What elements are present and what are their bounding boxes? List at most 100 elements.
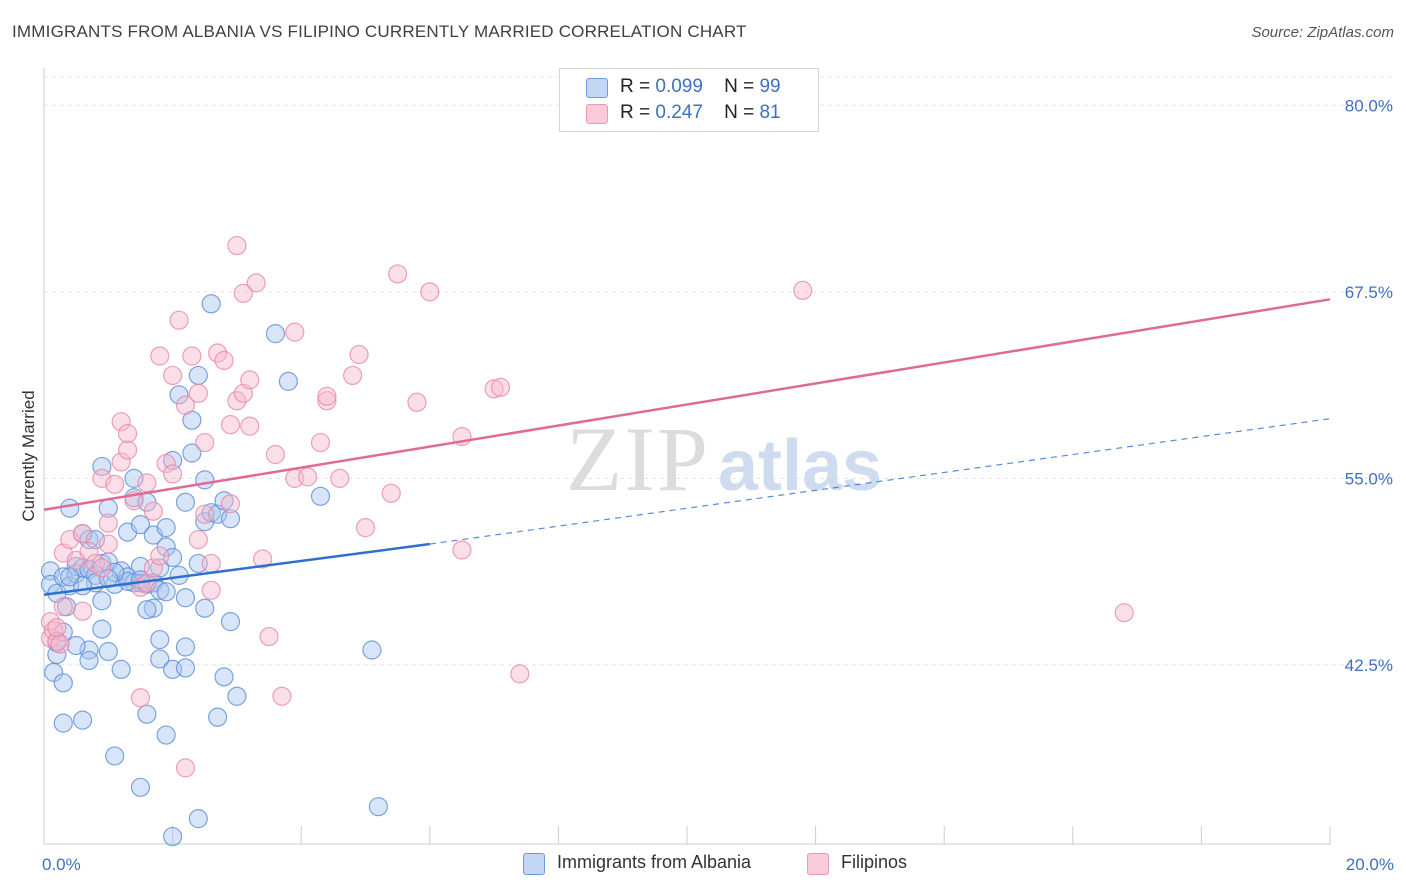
albania-point-67 bbox=[53, 713, 73, 733]
albania-point-34 bbox=[143, 598, 163, 618]
x-tick-label-min: 0.0% bbox=[42, 855, 81, 874]
albania-point-63 bbox=[265, 324, 286, 344]
albania-point-72 bbox=[111, 659, 131, 680]
legend-n-value-1: 99 bbox=[759, 76, 781, 97]
filipino-point-53 bbox=[272, 686, 292, 706]
filipino-point-28 bbox=[150, 346, 170, 366]
filipino-point-60 bbox=[330, 468, 350, 488]
albania-point-98 bbox=[60, 567, 80, 587]
trend-lines bbox=[43, 298, 1331, 597]
filipino-point-48 bbox=[246, 273, 266, 293]
filipino-point-73 bbox=[793, 280, 813, 300]
y-axis-label: Currently Married bbox=[19, 390, 38, 521]
filipino-point-20 bbox=[117, 424, 138, 444]
filipino-point-27 bbox=[150, 546, 170, 566]
bottom-legend-swatch-filipino bbox=[807, 853, 829, 875]
filipino-point-59 bbox=[317, 386, 337, 406]
y-tick-label-1: 55.0% bbox=[1345, 469, 1393, 488]
albania-trend-solid bbox=[43, 542, 430, 597]
albania-point-48 bbox=[182, 443, 202, 463]
albania-point-60 bbox=[220, 612, 241, 632]
legend-n-value-2: 81 bbox=[759, 102, 781, 123]
y-tick-label-3: 80.0% bbox=[1345, 96, 1393, 115]
albania-point-37 bbox=[137, 600, 157, 620]
albania-point-53 bbox=[201, 503, 221, 523]
filipino-point-58 bbox=[317, 391, 337, 411]
watermark-zip: ZIP bbox=[566, 408, 710, 510]
albania-point-50 bbox=[188, 365, 208, 386]
albania-point-78 bbox=[137, 704, 157, 724]
filipino-point-9 bbox=[72, 523, 93, 544]
albania-point-68 bbox=[92, 619, 112, 639]
filipino-point-65 bbox=[388, 264, 408, 284]
albania-point-95 bbox=[156, 582, 176, 602]
filipino-point-76 bbox=[175, 758, 196, 778]
filipino-point-62 bbox=[349, 344, 369, 365]
filipino-point-38 bbox=[195, 504, 215, 524]
filipino-point-42 bbox=[220, 494, 241, 514]
albania-point-3 bbox=[44, 662, 64, 682]
filipino-point-49 bbox=[233, 283, 253, 303]
albania-point-66 bbox=[72, 710, 93, 730]
filipino-point-51 bbox=[259, 626, 279, 647]
filipino-point-32 bbox=[169, 310, 189, 330]
legend-r-label-1: R = bbox=[620, 76, 651, 97]
source-label: Source: ZipAtlas.com bbox=[1251, 24, 1394, 41]
albania-point-13 bbox=[60, 498, 80, 518]
filipino-point-68 bbox=[452, 540, 472, 560]
x-tick-label-max: 20.0% bbox=[1346, 855, 1394, 874]
legend-r-value-2: 0.247 bbox=[655, 102, 703, 123]
albania-point-71 bbox=[79, 650, 99, 671]
filipino-point-26 bbox=[143, 558, 163, 578]
filipino-point-75 bbox=[130, 688, 151, 708]
albania-point-47 bbox=[175, 588, 196, 608]
albania-point-19 bbox=[92, 591, 112, 611]
filipino-point-72 bbox=[510, 664, 530, 684]
filipino-point-4 bbox=[50, 634, 70, 654]
filipino-point-63 bbox=[355, 518, 376, 538]
filipino-point-41 bbox=[214, 350, 234, 371]
filipino-point-3 bbox=[47, 631, 67, 651]
x-tick-labels: 0.0% 20.0% bbox=[42, 855, 1394, 874]
filipino-point-16 bbox=[105, 474, 125, 494]
filipino-point-33 bbox=[175, 395, 196, 415]
filipino-point-34 bbox=[182, 346, 202, 366]
filipino-point-12 bbox=[72, 601, 93, 621]
filipino-point-52 bbox=[265, 444, 286, 465]
albania-point-46 bbox=[175, 492, 196, 512]
filipino-point-13 bbox=[92, 558, 112, 578]
filipino-point-78 bbox=[201, 580, 221, 600]
chart-title: IMMIGRANTS FROM ALBANIA VS FILIPINO CURR… bbox=[12, 22, 747, 41]
filipino-point-15 bbox=[98, 513, 118, 533]
filipino-point-40 bbox=[208, 343, 228, 363]
axes bbox=[43, 68, 1331, 845]
filipino-point-54 bbox=[285, 322, 305, 342]
albania-point-74 bbox=[150, 629, 170, 650]
filipino-point-70 bbox=[484, 379, 504, 399]
filipino-point-19 bbox=[117, 440, 138, 460]
filipino-point-43 bbox=[220, 415, 241, 435]
filipino-point-39 bbox=[201, 553, 221, 574]
albania-point-30 bbox=[124, 468, 144, 488]
albania-point-62 bbox=[227, 686, 247, 706]
albania-point-82 bbox=[163, 826, 183, 847]
filipino-point-29 bbox=[156, 453, 176, 474]
filipino-point-80 bbox=[98, 534, 118, 554]
legend-r-label-2: R = bbox=[620, 102, 651, 123]
albania-point-54 bbox=[201, 294, 221, 314]
filipino-point-77 bbox=[227, 235, 247, 256]
albania-point-64 bbox=[278, 371, 298, 391]
albania-point-86 bbox=[368, 797, 388, 817]
y-tick-labels: 42.5% 55.0% 67.5% 80.0% bbox=[1345, 96, 1393, 675]
filipino-point-67 bbox=[420, 282, 440, 302]
filipino-point-5 bbox=[53, 597, 73, 617]
albania-point-59 bbox=[220, 509, 241, 529]
filipino-point-56 bbox=[298, 467, 318, 487]
albania-point-73 bbox=[150, 649, 170, 669]
filipino-point-66 bbox=[407, 392, 427, 412]
filipino-point-18 bbox=[111, 412, 131, 432]
albania-point-41 bbox=[156, 518, 176, 538]
albania-point-31 bbox=[130, 515, 151, 535]
albania-point-84 bbox=[208, 707, 228, 727]
